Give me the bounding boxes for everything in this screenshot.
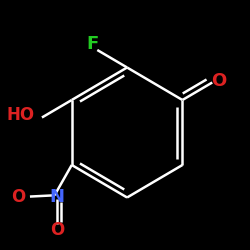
Text: O: O xyxy=(50,221,64,239)
Text: F: F xyxy=(86,35,99,53)
Text: N: N xyxy=(50,188,64,206)
Text: O: O xyxy=(11,188,25,206)
Text: O: O xyxy=(212,72,227,90)
Text: HO: HO xyxy=(6,106,34,124)
